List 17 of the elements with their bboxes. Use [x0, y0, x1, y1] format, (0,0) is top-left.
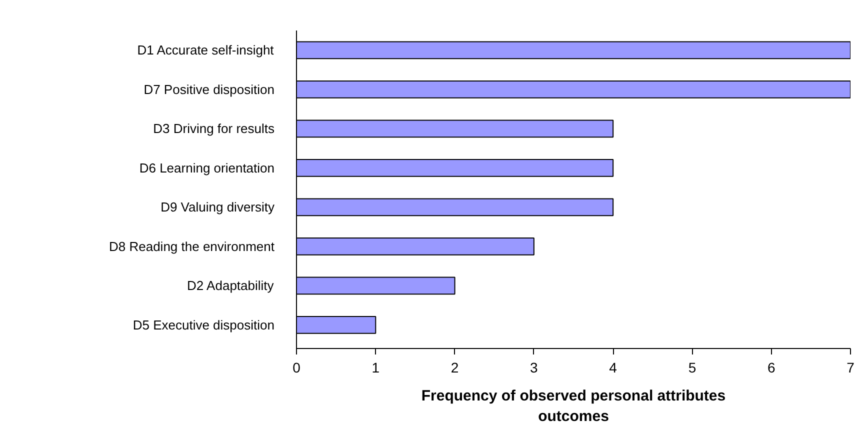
y-tick-label: D3 Driving for results — [153, 121, 275, 136]
x-axis-title: Frequency of observed personal attributes outcomes — [421, 388, 726, 425]
y-tick-label: D6 Learning orientation — [139, 160, 275, 176]
y-tick-label: D8 Reading the environment — [109, 238, 275, 254]
y-tick-label: D5 Executive disposition — [132, 317, 275, 332]
x-tick-label: 6 — [767, 360, 776, 376]
y-tick-label: D1 Accurate self-insight — [137, 42, 274, 58]
x-tick-label: 7 — [846, 360, 855, 376]
x-tick-label: 0 — [292, 360, 301, 376]
x-tick-label: 4 — [609, 360, 618, 376]
x-tick-label: 3 — [530, 360, 538, 376]
y-tick-label: D9 Valuing diversity — [160, 200, 275, 215]
y-tick-label: D7 Positive disposition — [144, 82, 275, 97]
x-tick-label: 2 — [450, 360, 459, 376]
x-tick-label: 5 — [688, 360, 696, 376]
x-tick-label: 1 — [372, 360, 380, 376]
y-tick-label: D2 Adaptability — [187, 278, 274, 294]
